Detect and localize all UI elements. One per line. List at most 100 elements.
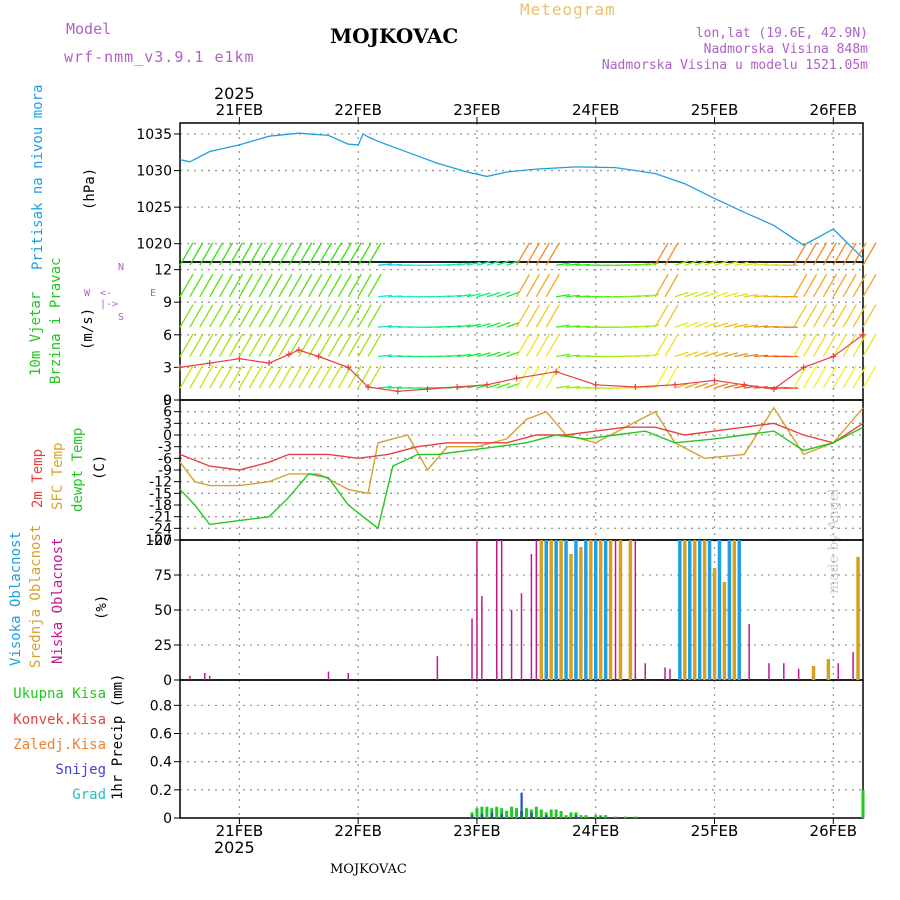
cloud-bar-high xyxy=(574,540,578,680)
wind-arrow xyxy=(674,291,689,298)
day-label-bottom: 24FEB xyxy=(572,822,619,840)
wind-arrow xyxy=(744,324,759,328)
precip-snow-bar xyxy=(500,813,503,818)
wind-arrow xyxy=(308,242,323,266)
y-tick-label: -15 xyxy=(149,486,172,502)
wind-speed-marker xyxy=(860,331,866,338)
y-tick-label: 0.4 xyxy=(150,755,172,771)
cloud-bar-low xyxy=(203,673,206,680)
cloud-bar-high xyxy=(554,540,558,680)
wind-arrow xyxy=(496,321,511,328)
wind-arrow xyxy=(812,242,828,266)
day-label-top: 23FEB xyxy=(453,101,500,119)
cloud-bar-mid xyxy=(628,540,633,680)
precip-total-bar xyxy=(604,815,608,818)
cloud-bar-high xyxy=(564,540,568,680)
wind-arrow xyxy=(337,242,352,266)
wind-arrow xyxy=(387,386,402,389)
compass-s: S xyxy=(118,312,125,323)
wind-arrow xyxy=(654,242,669,266)
wind-arrow xyxy=(327,273,343,298)
wind-arrow xyxy=(852,273,867,298)
precip-total-bar xyxy=(495,806,499,818)
wind-arrow xyxy=(357,365,372,389)
y-tick-label: 50 xyxy=(154,603,172,619)
precip-item-conv: Konvek.Kisa xyxy=(13,712,106,728)
wind-arrow xyxy=(515,242,531,266)
wind-arrow xyxy=(387,325,402,328)
wind-arrow xyxy=(258,365,273,389)
wind-speed-marker xyxy=(315,353,322,360)
y-tick-label: 1030 xyxy=(136,164,172,180)
wind-arrow xyxy=(268,304,283,328)
wind-arrow xyxy=(714,351,729,358)
day-label-bottom: 25FEB xyxy=(691,822,738,840)
precip-total-bar xyxy=(579,815,583,818)
wind-arrow xyxy=(209,304,224,328)
wind-arrow xyxy=(803,273,818,298)
wind-arrow xyxy=(852,365,867,389)
wind-arrow xyxy=(793,365,808,389)
wind-arrow xyxy=(189,333,204,357)
y-tick-label: -24 xyxy=(149,521,172,537)
wind-arrow xyxy=(337,333,352,357)
wind-arrow xyxy=(457,353,472,358)
wind-arrow xyxy=(268,333,283,357)
wind-arrow xyxy=(457,324,472,328)
wind-arrow xyxy=(288,242,303,266)
wind-arrow xyxy=(199,365,214,389)
precip-snow-bar xyxy=(520,792,523,818)
wind-arrow xyxy=(803,365,818,389)
precip-total-bar xyxy=(475,808,479,818)
wind-arrow xyxy=(842,333,857,357)
cloud-bar-high xyxy=(584,540,588,680)
cloud-bar-low xyxy=(496,540,498,680)
wind-speed-marker xyxy=(394,388,401,395)
wind-arrow xyxy=(318,242,333,266)
wind-arrow xyxy=(179,273,194,298)
precip-total-bar xyxy=(539,809,543,818)
cloud-bar-mid xyxy=(856,556,860,680)
wind-arrow xyxy=(862,304,877,328)
cloud-bar-high xyxy=(688,540,692,680)
y-tick-label: 9 xyxy=(163,295,172,311)
wind-arrow xyxy=(704,260,719,266)
wind-arrow xyxy=(832,365,847,389)
wind-arrow xyxy=(209,242,224,266)
wind-arrow xyxy=(635,325,650,328)
wind-arrow xyxy=(556,293,571,298)
wind-arrow xyxy=(842,242,857,266)
wind-arrow xyxy=(337,365,352,389)
wind-arrow xyxy=(377,354,392,358)
cloud-bar-low xyxy=(634,540,637,680)
wind-arrow xyxy=(525,333,541,357)
model-altitude-label: Nadmorska Visina u modelu 1521.05m xyxy=(601,58,868,73)
cloud-bar-high xyxy=(727,540,732,680)
wind-arrow xyxy=(209,333,224,357)
wind-arrow xyxy=(506,259,521,266)
wind-arrow xyxy=(664,242,679,266)
year-top: 2025 xyxy=(214,84,255,103)
wind-arrow xyxy=(357,273,372,298)
wind-arrow xyxy=(852,242,867,266)
wind-arrow xyxy=(248,273,263,298)
precip-total-bar xyxy=(623,816,627,818)
cloud-bar-low xyxy=(347,673,350,680)
y-tick-label: -27 xyxy=(149,533,172,549)
cloud-bar-low xyxy=(327,671,330,680)
wind-arrow xyxy=(476,322,491,328)
wind-arrow xyxy=(298,304,313,328)
wind-arrow xyxy=(466,261,481,266)
y-tick-label: 25 xyxy=(154,638,172,654)
wind-arrow xyxy=(535,333,550,357)
wind-arrow xyxy=(674,383,689,389)
wind-arrow xyxy=(556,353,571,358)
wind-arrow xyxy=(258,304,273,328)
precip-total-bar xyxy=(633,816,637,818)
day-label-top: 22FEB xyxy=(334,101,381,119)
cloud-bar-low xyxy=(768,663,770,680)
wind-arrow xyxy=(199,304,214,328)
wind-arrow xyxy=(545,242,560,266)
precip-item-freezing: Zaledj.Kisa xyxy=(13,737,106,753)
wind-arrow xyxy=(525,365,541,389)
